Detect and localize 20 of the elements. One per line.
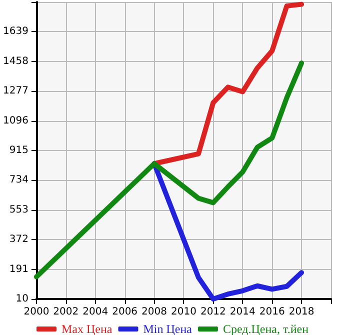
x-tick-label: 2008 xyxy=(142,306,167,318)
x-tick-label: 2018 xyxy=(288,306,314,318)
y-tick-label: 915 xyxy=(9,145,28,156)
y-tick-label: 1458 xyxy=(2,56,28,67)
x-tick-label: 2002 xyxy=(53,306,79,318)
x-tick-label: 2012 xyxy=(200,306,226,318)
y-tick-label: 191 xyxy=(9,264,28,275)
x-tick-label: 2014 xyxy=(230,306,256,318)
y-tick-label: 372 xyxy=(9,234,28,246)
y-tick-label: 553 xyxy=(9,204,28,216)
x-tick-label: 2006 xyxy=(112,306,138,318)
x-tick-label: 2016 xyxy=(259,306,285,318)
x-tick-label: 2004 xyxy=(82,306,108,318)
x-tick-label: 2000 xyxy=(24,306,50,318)
y-tick-label: 734 xyxy=(9,174,28,186)
y-tick-label: 1639 xyxy=(2,26,28,38)
y-tick-label: 1277 xyxy=(2,86,28,97)
x-tick-label: 2010 xyxy=(171,306,196,318)
y-tick-label: 10 xyxy=(16,294,28,304)
y-tick-label: 1096 xyxy=(2,115,28,126)
